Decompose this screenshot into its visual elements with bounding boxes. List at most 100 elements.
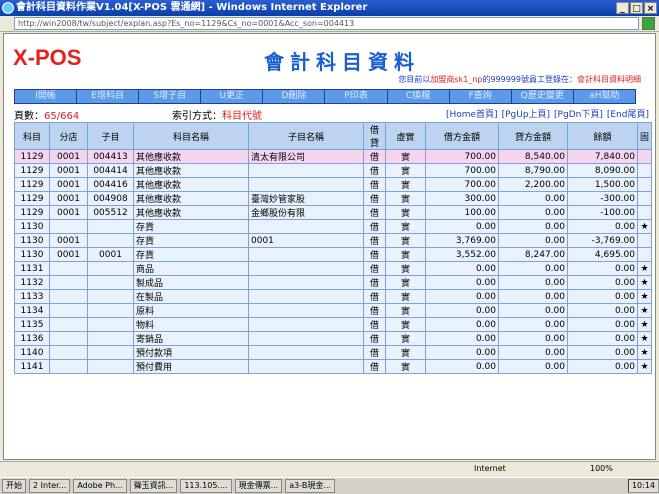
toolbar-button[interactable]: I開帳 [15,90,77,103]
table-row[interactable]: 1129 0001 004908 其他應收款 臺灣妙管家股借實 300.00 0.00 -30… [14,191,653,206]
table-row[interactable]: 1130 存貨借實 0.00 0.00 0.00 ★ [14,219,653,234]
toolbar-button[interactable]: C換檔 [387,90,449,103]
table-row[interactable]: 1130 0001 存貨 0001 借實 3,769.00 0.00 -3,769.00 [14,233,653,248]
column-header[interactable]: 子目 [87,122,134,150]
table-cell: ★ [636,345,653,360]
taskbar-item[interactable]: 113.105.... [180,479,232,493]
table-cell [49,331,88,346]
table-row[interactable]: 1136 寄銷品借實 0.00 0.00 0.00 ★ [14,331,653,346]
toolbar-button[interactable]: D刪除 [263,90,325,103]
toolbar-button[interactable]: aH幫助 [573,90,635,103]
column-header[interactable]: 子目名稱 [248,122,364,150]
logo: X-POS [13,45,82,70]
table-row[interactable]: 1135 物料借實 0.00 0.00 0.00 ★ [14,317,653,332]
toolbar-button[interactable]: E增科目 [77,90,139,103]
table-cell: 其他應收款 [133,163,249,178]
table-cell: 004414 [87,163,134,178]
table-row[interactable]: 1132 製成品借實 0.00 0.00 0.00 ★ [14,275,653,290]
table-cell: 實 [385,345,426,360]
refresh-icon[interactable] [642,17,655,30]
table-cell: 實 [385,317,426,332]
table-row[interactable]: 1134 原料借實 0.00 0.00 0.00 ★ [14,303,653,318]
table-cell: ★ [636,317,653,332]
toolbar-button[interactable]: Q歷史變更 [511,90,573,103]
table-row[interactable]: 1131 商品借實 0.00 0.00 0.00 ★ [14,261,653,276]
column-header[interactable]: 分店 [49,122,88,150]
table-row[interactable]: 1141 預付費用借實 0.00 0.00 0.00 ★ [14,359,653,374]
taskbar-item[interactable]: 現金傳票... [234,479,283,493]
table-cell [87,331,134,346]
table-row[interactable]: 1129 0001 005512 其他應收款 金鄉股份有限借實 100.00 0.00 -10… [14,205,653,220]
nav-link[interactable]: [End尾頁] [606,110,649,120]
column-header[interactable]: 科目 [14,122,50,150]
table-cell: 物料 [133,317,249,332]
table-cell: 8,790.00 [498,163,568,178]
table-row[interactable]: 1129 0001 004414 其他應收款 借實 700.00 8,790.00 8,090… [14,163,653,178]
toolbar-button[interactable]: S增子目 [139,90,201,103]
table-cell [248,289,364,304]
nav-link[interactable]: [PgUp上頁] [501,110,551,120]
table-cell: 0.00 [498,191,568,206]
table-cell: ★ [636,219,653,234]
table-cell [636,191,653,206]
column-header[interactable]: 借貸 [363,122,386,150]
column-header[interactable]: 借方金額 [425,122,499,150]
start-button[interactable]: 开始 [2,479,26,493]
close-button[interactable]: × [644,2,657,14]
taskbar-item[interactable]: Adobe Ph... [73,479,127,493]
taskbar-item[interactable]: 2 Inter... [29,479,71,493]
table-cell: 實 [385,233,426,248]
table-cell: 存貨 [133,247,249,262]
column-header[interactable]: 科目名稱 [133,122,249,150]
column-header[interactable]: 虛實 [385,122,426,150]
table-row[interactable]: 1129 0001 004413 其他應收款 清太有限公司借實 700.00 8,540.0… [14,149,653,164]
table-cell: 3,769.00 [425,233,499,248]
table-cell: 1131 [14,261,50,276]
toolbar-button[interactable]: U更正 [201,90,263,103]
table-cell [248,163,364,178]
toolbar-button[interactable]: P印表 [325,90,387,103]
table-cell [49,359,88,374]
table-cell: 0.00 [498,303,568,318]
maximize-button[interactable]: □ [630,2,643,14]
table-cell: ★ [636,303,653,318]
table-cell: 0.00 [425,275,499,290]
table-row[interactable]: 1133 在製品借實 0.00 0.00 0.00 ★ [14,289,653,304]
toolbar-button[interactable]: F查詢 [449,90,511,103]
table-cell: 0.00 [425,345,499,360]
minimize-button[interactable]: _ [616,2,629,14]
table-cell: 其他應收款 [133,205,249,220]
table-cell [248,275,364,290]
table-row[interactable]: 1140 預付款項借實 0.00 0.00 0.00 ★ [14,345,653,360]
table-cell: 004908 [87,191,134,206]
table-cell: 1130 [14,219,50,234]
table-cell: 700.00 [425,149,499,164]
table-cell: 借 [363,247,386,262]
table-cell: 借 [363,261,386,276]
column-header[interactable]: 餘額 [567,122,638,150]
login-info: 您目前以加盟商sk1_np的999999號員工登錄在：會計科目資料明細 [398,75,641,84]
table-row[interactable]: 1129 0001 004416 其他應收款 借實 700.00 2,200.00 1,500… [14,177,653,192]
table-cell [248,247,364,262]
zoom-control[interactable]: 100% [590,464,613,473]
table-cell: 1129 [14,177,50,192]
column-header[interactable]: 固 [636,122,653,150]
clock: 10:14 [627,479,659,493]
nav-link[interactable]: [PgDn下頁] [554,110,603,120]
table-cell: 1135 [14,317,50,332]
nav-link[interactable]: [Home首頁] [445,110,498,120]
taskbar-item[interactable]: 聲玉資訊... [129,479,178,493]
table-cell: 其他應收款 [133,177,249,192]
table-cell [636,163,653,178]
table-row[interactable]: 1130 0001 0001 存貨借實 3,552.00 8,247.00 4,695.00 [14,247,653,262]
table-cell: 清太有限公司 [248,149,364,164]
table-cell: 8,090.00 [567,163,638,178]
table-cell [49,317,88,332]
taskbar-item[interactable]: a3-B現金... [285,479,335,493]
table-cell: 0.00 [425,303,499,318]
column-header[interactable]: 貸方金額 [498,122,568,150]
table-cell: 實 [385,177,426,192]
url-input[interactable]: http://win2008/tw/subject/explan.asp?Es_… [14,17,639,30]
table-cell: 1129 [14,163,50,178]
table-cell: 7,840.00 [567,149,638,164]
